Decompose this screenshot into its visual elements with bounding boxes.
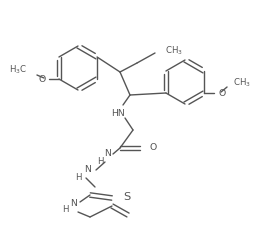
Text: CH$_3$: CH$_3$ (165, 45, 183, 57)
Text: S: S (123, 192, 130, 202)
Text: O: O (218, 88, 225, 97)
Text: N: N (70, 198, 78, 207)
Text: HN: HN (111, 108, 125, 117)
Text: H: H (62, 205, 68, 214)
Text: O: O (150, 144, 157, 153)
Text: N: N (85, 166, 91, 175)
Text: CH$_3$: CH$_3$ (233, 77, 251, 89)
Text: O: O (39, 74, 46, 83)
Text: H: H (75, 173, 81, 182)
Text: H$_3$C: H$_3$C (9, 64, 27, 76)
Text: N: N (105, 149, 111, 158)
Text: H: H (97, 158, 103, 166)
